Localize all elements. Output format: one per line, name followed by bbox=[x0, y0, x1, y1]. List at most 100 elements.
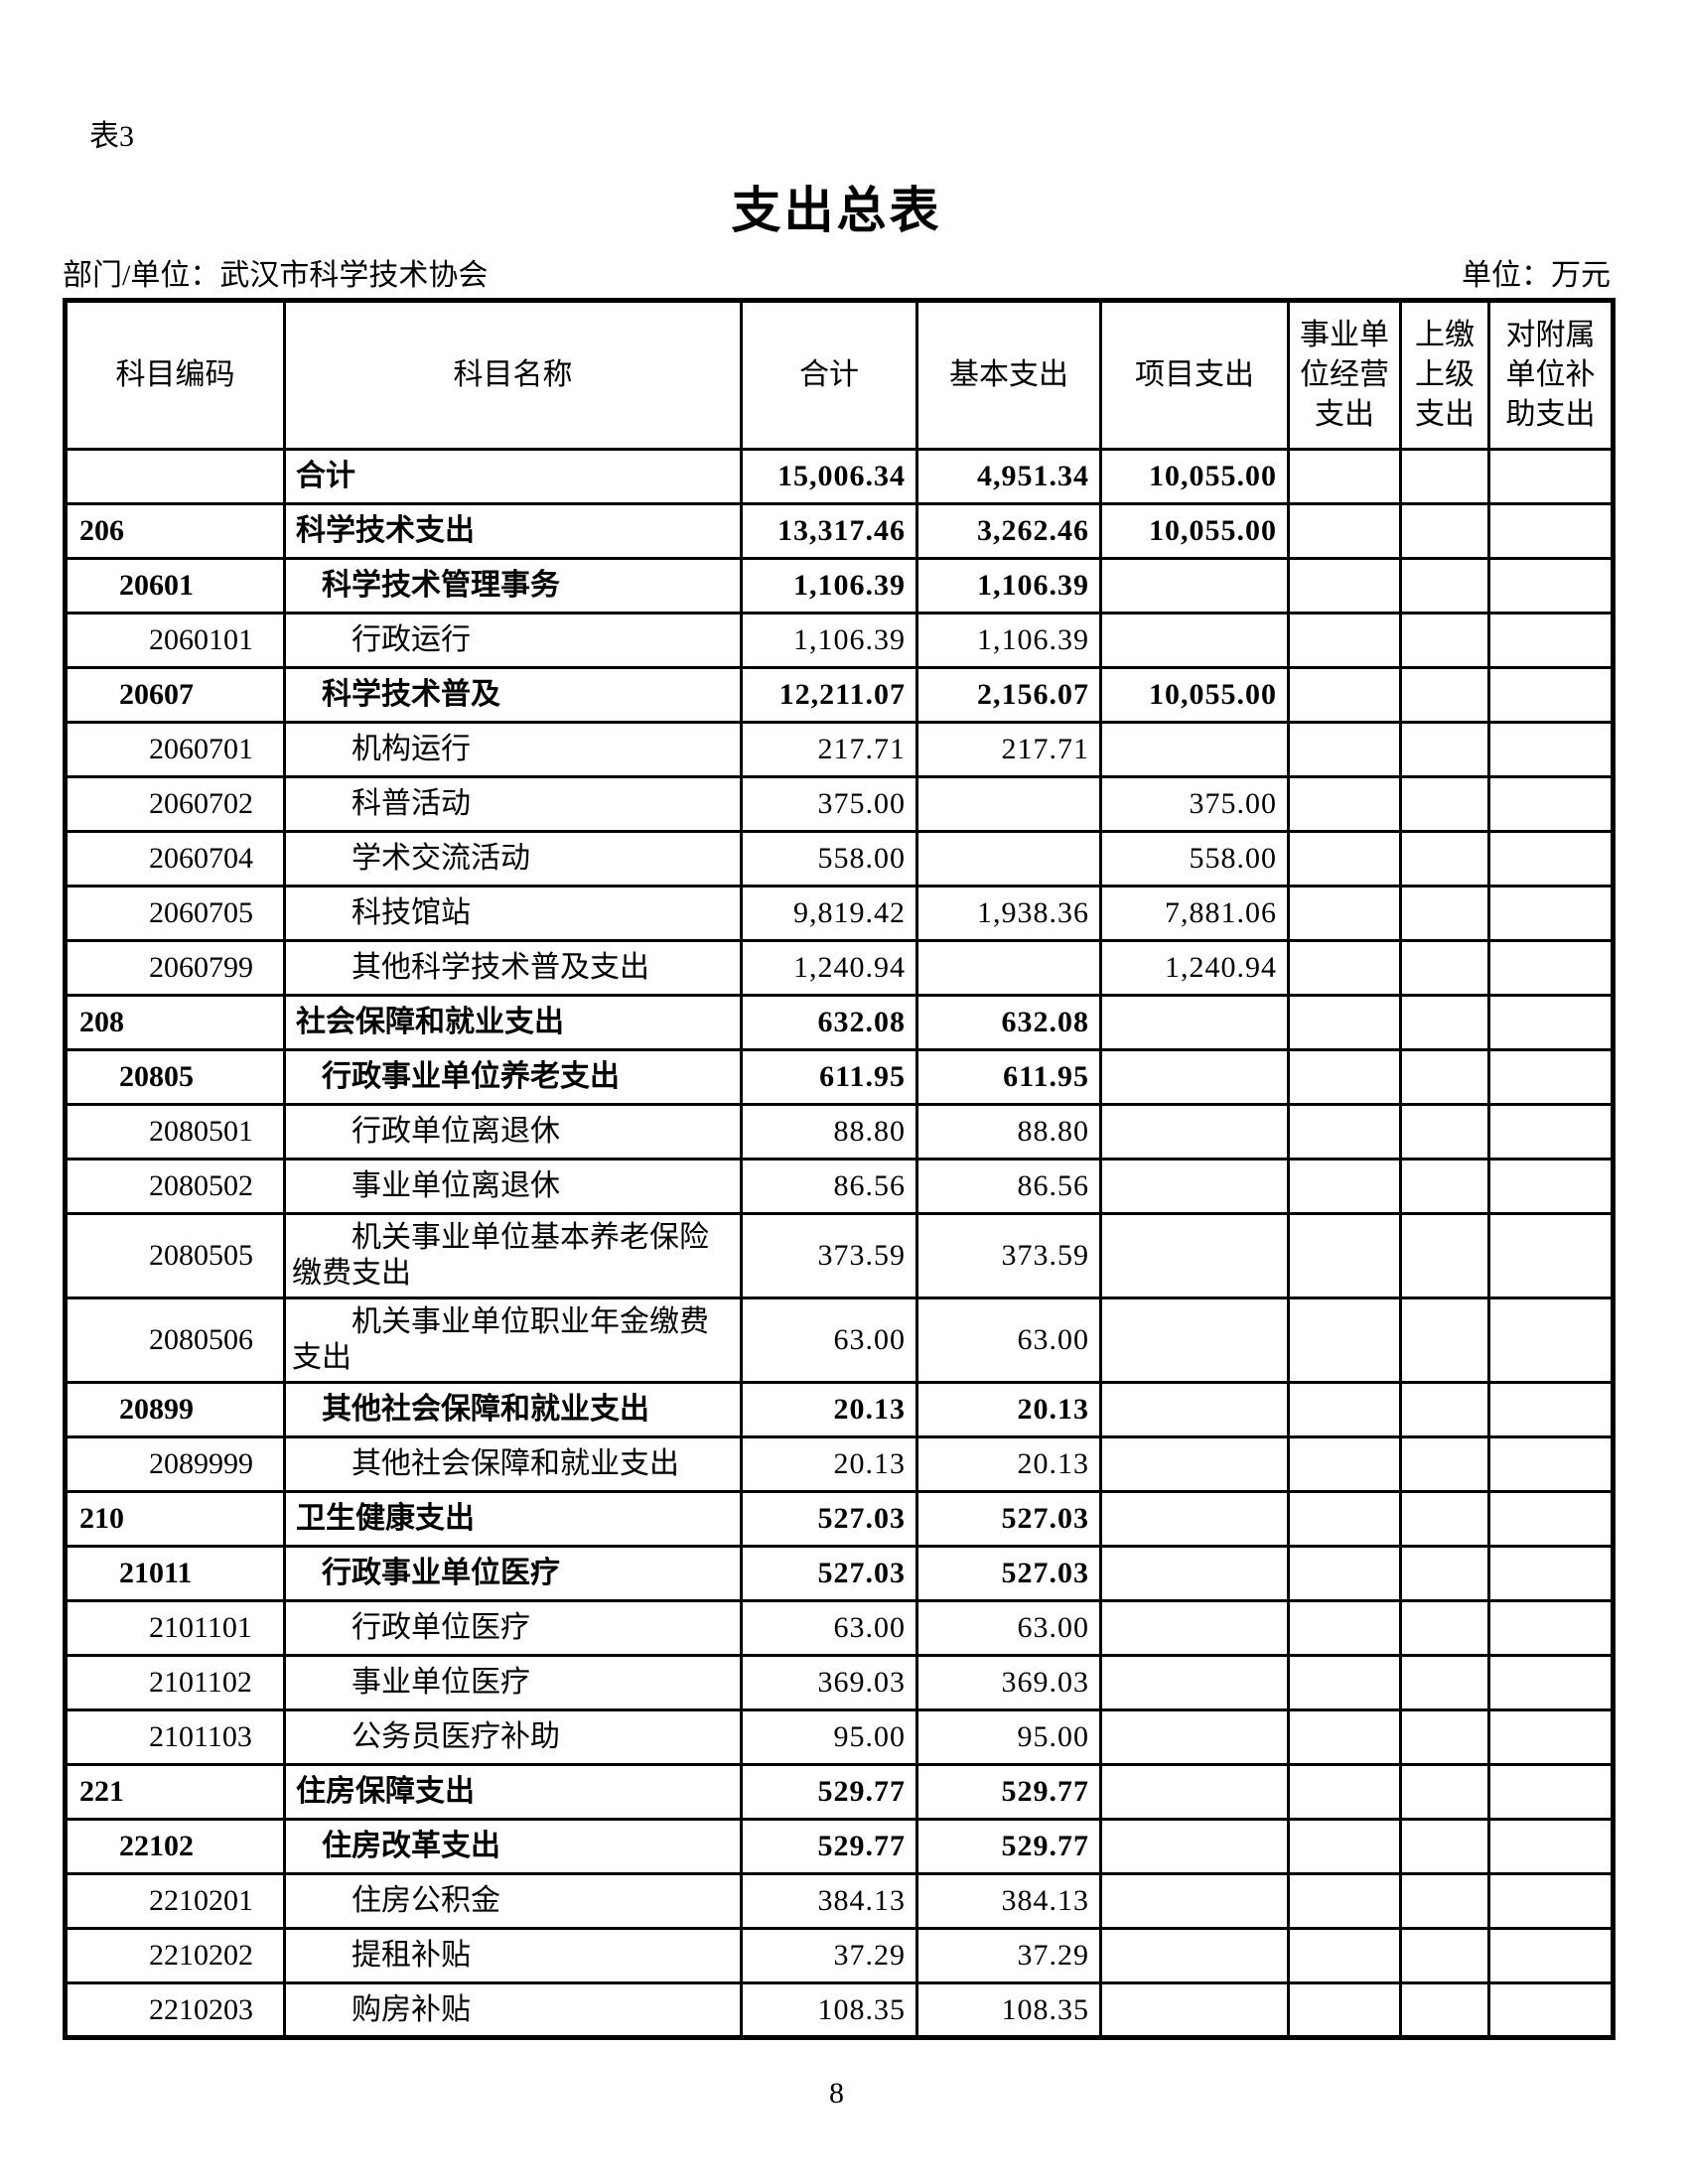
cell-subsidy-expenditure bbox=[1487, 1654, 1615, 1711]
cell-total: 1,106.39 bbox=[740, 557, 918, 614]
cell-total: 369.03 bbox=[740, 1654, 918, 1711]
cell-subsidy-expenditure bbox=[1487, 1599, 1615, 1657]
cell-project-expenditure bbox=[1099, 1654, 1290, 1711]
cell-basic-expenditure: 527.03 bbox=[915, 1545, 1102, 1602]
cell-basic-expenditure: 529.77 bbox=[915, 1818, 1102, 1875]
cell-project-expenditure bbox=[1099, 557, 1290, 614]
cell-subsidy-expenditure bbox=[1487, 1435, 1615, 1493]
cell-total: 12,211.07 bbox=[740, 666, 918, 724]
cell-total: 529.77 bbox=[740, 1818, 918, 1875]
table-row: 2060705 科技馆站 9,819.42 1,938.36 7,881.06 bbox=[64, 885, 1615, 942]
cell-upper-level-expenditure bbox=[1399, 1654, 1490, 1711]
cell-subject-code: 2060101 bbox=[64, 612, 286, 669]
cell-basic-expenditure: 373.59 bbox=[915, 1212, 1102, 1299]
cell-operating-expenditure bbox=[1287, 1212, 1402, 1299]
cell-subsidy-expenditure bbox=[1487, 1708, 1615, 1766]
cell-subject-name: 其他社会保障和就业支出 bbox=[283, 1435, 743, 1493]
cell-project-expenditure bbox=[1099, 1103, 1290, 1160]
cell-basic-expenditure: 63.00 bbox=[915, 1297, 1102, 1384]
cell-basic-expenditure bbox=[915, 775, 1102, 833]
cell-operating-expenditure bbox=[1287, 1763, 1402, 1821]
table-row: 208 社会保障和就业支出 632.08 632.08 bbox=[64, 994, 1615, 1051]
table-row: 221 住房保障支出 529.77 529.77 bbox=[64, 1763, 1615, 1821]
meta-row: 部门/单位：武汉市科学技术协会 单位：万元 bbox=[63, 250, 1611, 294]
cell-upper-level-expenditure bbox=[1399, 1158, 1490, 1215]
cell-operating-expenditure bbox=[1287, 1297, 1402, 1384]
cell-subject-code: 20899 bbox=[64, 1381, 286, 1438]
table-row: 2101102 事业单位医疗 369.03 369.03 bbox=[64, 1654, 1615, 1711]
cell-project-expenditure: 1,240.94 bbox=[1099, 939, 1290, 997]
table-row: 20601 科学技术管理事务 1,106.39 1,106.39 bbox=[64, 557, 1615, 614]
cell-basic-expenditure: 527.03 bbox=[915, 1490, 1102, 1548]
cell-subject-code: 22102 bbox=[64, 1818, 286, 1875]
table-body: 合计 15,006.34 4,951.34 10,055.00 206 科学技术… bbox=[64, 448, 1615, 2039]
cell-upper-level-expenditure bbox=[1399, 1490, 1490, 1548]
cell-subject-code: 2101103 bbox=[64, 1708, 286, 1766]
cell-subsidy-expenditure bbox=[1487, 721, 1615, 778]
cell-project-expenditure bbox=[1099, 1545, 1290, 1602]
cell-basic-expenditure: 384.13 bbox=[915, 1872, 1102, 1930]
cell-upper-level-expenditure bbox=[1399, 557, 1490, 614]
cell-subject-code: 208 bbox=[64, 994, 286, 1051]
cell-total: 558.00 bbox=[740, 830, 918, 887]
table-row: 20899 其他社会保障和就业支出 20.13 20.13 bbox=[64, 1381, 1615, 1438]
cell-subject-name: 卫生健康支出 bbox=[283, 1490, 743, 1548]
table-row: 22102 住房改革支出 529.77 529.77 bbox=[64, 1818, 1615, 1875]
cell-operating-expenditure bbox=[1287, 502, 1402, 560]
cell-project-expenditure bbox=[1099, 1212, 1290, 1299]
table-row: 2080502 事业单位离退休 86.56 86.56 bbox=[64, 1158, 1615, 1215]
cell-upper-level-expenditure bbox=[1399, 1212, 1490, 1299]
cell-upper-level-expenditure bbox=[1399, 1048, 1490, 1106]
cell-subject-code: 2080501 bbox=[64, 1103, 286, 1160]
cell-subsidy-expenditure bbox=[1487, 612, 1615, 669]
cell-project-expenditure bbox=[1099, 1763, 1290, 1821]
cell-total: 20.13 bbox=[740, 1435, 918, 1493]
cell-subject-code: 2060702 bbox=[64, 775, 286, 833]
cell-operating-expenditure bbox=[1287, 1708, 1402, 1766]
cell-subject-name: 科技馆站 bbox=[283, 885, 743, 942]
cell-operating-expenditure bbox=[1287, 830, 1402, 887]
cell-subsidy-expenditure bbox=[1487, 1297, 1615, 1384]
cell-subject-code: 2060705 bbox=[64, 885, 286, 942]
cell-subject-name: 其他科学技术普及支出 bbox=[283, 939, 743, 997]
cell-subsidy-expenditure bbox=[1487, 1872, 1615, 1930]
header-row: 科目编码 科目名称 合计 基本支出 项目支出 事业单位经营支出 上缴上级支出 对… bbox=[64, 299, 1615, 451]
cell-total: 63.00 bbox=[740, 1599, 918, 1657]
cell-subsidy-expenditure bbox=[1487, 1212, 1615, 1299]
cell-basic-expenditure bbox=[915, 939, 1102, 997]
cell-total: 373.59 bbox=[740, 1212, 918, 1299]
cell-subject-code: 206 bbox=[64, 502, 286, 560]
cell-project-expenditure bbox=[1099, 994, 1290, 1051]
cell-upper-level-expenditure bbox=[1399, 1763, 1490, 1821]
cell-subject-name: 机关事业单位职业年金缴费支出 bbox=[283, 1297, 743, 1384]
cell-subject-code: 2060701 bbox=[64, 721, 286, 778]
table-row: 2101103 公务员医疗补助 95.00 95.00 bbox=[64, 1708, 1615, 1766]
col-header-total: 合计 bbox=[740, 299, 918, 451]
cell-upper-level-expenditure bbox=[1399, 1872, 1490, 1930]
cell-operating-expenditure bbox=[1287, 1599, 1402, 1657]
cell-subject-code: 2210201 bbox=[64, 1872, 286, 1930]
cell-basic-expenditure bbox=[915, 830, 1102, 887]
page-number: 8 bbox=[829, 2077, 844, 2110]
cell-project-expenditure bbox=[1099, 1381, 1290, 1438]
cell-basic-expenditure: 217.71 bbox=[915, 721, 1102, 778]
cell-subject-code: 21011 bbox=[64, 1545, 286, 1602]
cell-subsidy-expenditure bbox=[1487, 1927, 1615, 1984]
cell-basic-expenditure: 1,106.39 bbox=[915, 557, 1102, 614]
cell-basic-expenditure: 86.56 bbox=[915, 1158, 1102, 1215]
cell-upper-level-expenditure bbox=[1399, 1708, 1490, 1766]
cell-subsidy-expenditure bbox=[1487, 994, 1615, 1051]
cell-project-expenditure: 7,881.06 bbox=[1099, 885, 1290, 942]
cell-project-expenditure bbox=[1099, 1872, 1290, 1930]
cell-subsidy-expenditure bbox=[1487, 557, 1615, 614]
cell-subject-name: 行政事业单位养老支出 bbox=[283, 1048, 743, 1106]
table-row: 2060799 其他科学技术普及支出 1,240.94 1,240.94 bbox=[64, 939, 1615, 997]
cell-upper-level-expenditure bbox=[1399, 1545, 1490, 1602]
cell-project-expenditure bbox=[1099, 1048, 1290, 1106]
cell-operating-expenditure bbox=[1287, 612, 1402, 669]
cell-basic-expenditure: 632.08 bbox=[915, 994, 1102, 1051]
cell-basic-expenditure: 20.13 bbox=[915, 1435, 1102, 1493]
cell-total: 86.56 bbox=[740, 1158, 918, 1215]
cell-subject-code: 2060704 bbox=[64, 830, 286, 887]
